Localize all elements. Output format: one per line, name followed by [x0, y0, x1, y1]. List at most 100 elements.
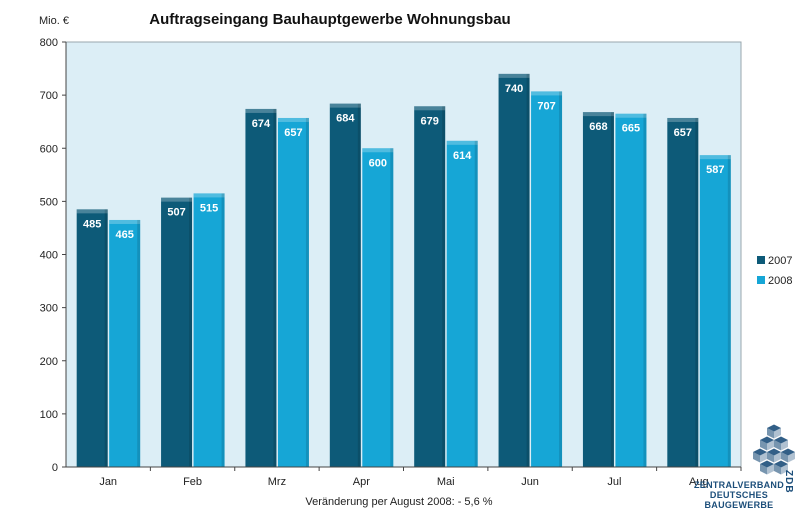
data-label: 600 [369, 157, 387, 169]
x-category-label: Jul [607, 476, 621, 488]
bar-edge-shade [273, 108, 277, 467]
zdb-logo-cubes-icon [753, 424, 795, 475]
y-tick-label: 500 [40, 196, 58, 208]
y-tick-label: 300 [40, 303, 58, 315]
bar-edge-shade [610, 112, 614, 467]
y-tick-label: 600 [40, 143, 58, 155]
bar-edge-shade [526, 73, 530, 467]
bar-top-highlight [329, 103, 361, 108]
bar-2007-feb [161, 197, 193, 467]
y-tick-label: 800 [40, 37, 58, 49]
bar-top-highlight [531, 91, 563, 96]
logo-cube-right [774, 452, 781, 463]
logo-cube-left [781, 452, 788, 463]
bar-top-highlight [109, 219, 141, 224]
data-label: 485 [83, 218, 101, 230]
bar-2007-aug [667, 117, 699, 467]
data-label: 465 [116, 229, 134, 241]
logo-cube-left [774, 440, 781, 451]
logo-line-1: ZENTRALVERBAND [694, 480, 784, 490]
bar-top-highlight [582, 112, 614, 117]
bar-top-highlight [615, 113, 647, 118]
bar-top-highlight [362, 148, 394, 153]
bar-top-highlight [667, 117, 699, 122]
logo-cube-right [781, 440, 788, 451]
bar-2007-mrz [245, 108, 277, 467]
bar-2007-mai [414, 106, 446, 467]
logo-cube-left [760, 464, 767, 475]
bar-edge-shade [305, 117, 309, 467]
bar-2008-jul [615, 113, 647, 467]
logo-cube-right [781, 464, 788, 475]
y-axis-unit-label: Mio. € [39, 15, 69, 27]
bar-2007-jun [498, 73, 530, 467]
logo-cube-right [767, 464, 774, 475]
legend-swatch-2008 [757, 276, 765, 284]
bar-2007-jul [582, 112, 614, 467]
bar-top-highlight [446, 140, 478, 145]
bar-edge-shade [695, 117, 699, 467]
y-tick-label: 700 [40, 90, 58, 102]
logo-cube-left [760, 440, 767, 451]
bar-edge-shade [643, 113, 647, 467]
bar-2008-jun [531, 91, 563, 467]
logo-vertical-zdb: ZDB [783, 470, 794, 494]
bar-2008-mai [446, 140, 478, 467]
x-category-label: Feb [183, 476, 202, 488]
data-label: 665 [622, 123, 640, 135]
y-tick-label: 200 [40, 356, 58, 368]
bar-edge-shade [474, 140, 478, 467]
legend-label-2008: 2008 [768, 275, 792, 287]
bar-edge-shade [104, 209, 108, 467]
data-label: 707 [537, 100, 555, 112]
bar-top-highlight [193, 193, 225, 198]
bar-top-highlight [498, 73, 530, 78]
y-tick-label: 100 [40, 409, 58, 421]
bar-2008-aug [699, 155, 731, 467]
bar-top-highlight [76, 209, 108, 214]
x-category-label: Mrz [268, 476, 286, 488]
logo-line-2: DEUTSCHES [710, 490, 768, 500]
logo-cube-right [774, 428, 781, 439]
bar-2008-jan [109, 219, 141, 467]
bar-top-highlight [699, 155, 731, 160]
legend-swatch-2007 [757, 256, 765, 264]
y-tick-label: 400 [40, 250, 58, 262]
bar-2008-feb [193, 193, 225, 467]
logo-cube-right [767, 440, 774, 451]
bar-top-highlight [277, 117, 309, 122]
zdb-logo: ZENTRALVERBAND DEUTSCHES BAUGEWERBE ZDB [694, 424, 795, 510]
bar-edge-shade [221, 193, 225, 467]
bar-edge-shade [137, 219, 141, 467]
bar-top-highlight [245, 108, 277, 113]
data-label: 507 [167, 207, 185, 219]
logo-cube-right [760, 452, 767, 463]
bar-2007-jan [76, 209, 108, 467]
bar-top-highlight [414, 106, 446, 111]
data-label: 740 [505, 83, 523, 95]
legend: 2007 2008 [757, 255, 792, 287]
data-label: 657 [674, 127, 692, 139]
data-label: 684 [336, 113, 355, 125]
bar-2008-apr [362, 148, 394, 467]
data-label: 515 [200, 202, 218, 214]
bar-edge-shade [442, 106, 446, 467]
logo-line-3: BAUGEWERBE [704, 500, 773, 510]
logo-cube-left [767, 452, 774, 463]
legend-label-2007: 2007 [768, 255, 792, 267]
data-label: 679 [421, 115, 439, 127]
data-label: 668 [589, 121, 607, 133]
bar-top-highlight [161, 197, 193, 202]
change-annotation: Veränderung per August 2008: - 5,6 % [305, 496, 492, 508]
logo-cube-right [788, 452, 795, 463]
bar-edge-shade [559, 91, 563, 467]
bar-edge-shade [357, 103, 361, 467]
bar-edge-shade [189, 197, 193, 467]
logo-cube-left [767, 428, 774, 439]
data-label: 614 [453, 150, 472, 162]
x-category-label: Aug [689, 476, 709, 488]
logo-cube-left [753, 452, 760, 463]
chart-title: Auftragseingang Bauhauptgewerbe Wohnungs… [149, 11, 510, 28]
bar-series: 485 507 674 684 679 740 668 657 465 515 657 600 614 7… [76, 73, 731, 467]
